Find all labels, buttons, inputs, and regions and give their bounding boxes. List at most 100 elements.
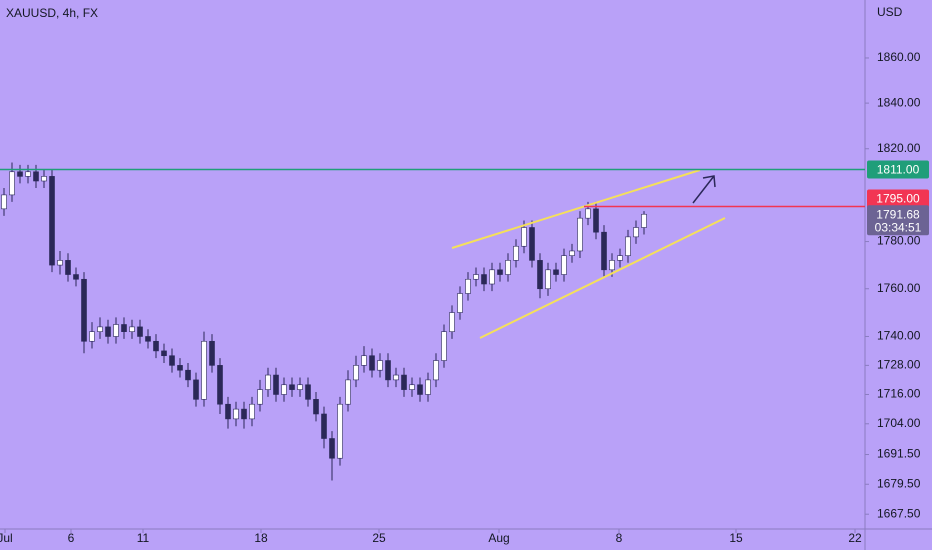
y-tick-label: 1704.00 (877, 416, 921, 430)
x-tick-label: 25 (372, 531, 386, 545)
candle-body (433, 360, 439, 381)
candle-body (449, 312, 455, 332)
candle-body (417, 384, 423, 395)
y-tick-label: 1728.00 (877, 358, 921, 372)
candle-body (601, 231, 607, 271)
symbol-title: XAUUSD, 4h, FX (6, 6, 98, 20)
candle-body (609, 260, 615, 271)
candle-body (497, 269, 503, 275)
candle-body (217, 365, 223, 405)
price-level-label: 1795.00 (876, 192, 920, 206)
candle-body (473, 274, 479, 280)
candle-body (193, 379, 199, 400)
y-tick-label: 1679.50 (877, 476, 921, 490)
candle-body (377, 360, 383, 371)
candle-body (641, 213, 647, 228)
candle-body (409, 384, 415, 390)
candle-body (425, 379, 431, 395)
candle-body (521, 227, 527, 247)
candle-body (73, 274, 79, 280)
candle-body (265, 374, 271, 390)
x-tick-label: Aug (488, 531, 509, 545)
x-tick-label: 18 (254, 531, 268, 545)
candle-body (561, 255, 567, 275)
candle-body (153, 340, 159, 352)
candle-body (577, 217, 583, 252)
candle-body (585, 208, 591, 219)
candle-body (201, 340, 207, 400)
candle-body (137, 326, 143, 337)
candle-body (17, 171, 23, 177)
candle-body (617, 255, 623, 261)
candle-body (553, 269, 559, 275)
candle-body (329, 438, 335, 459)
candle-body (593, 208, 599, 233)
candle-body (353, 365, 359, 381)
candle-body (393, 374, 399, 381)
price-level-tag (867, 160, 929, 179)
candle-body (97, 326, 103, 332)
price-level-label: 1811.00 (877, 163, 920, 177)
candle-body (113, 324, 119, 337)
candle-body (233, 408, 239, 420)
candle-body (225, 403, 231, 420)
candle-body (161, 350, 167, 357)
y-tick-label: 1667.50 (877, 506, 921, 520)
candle-body (257, 389, 263, 405)
candle-body (57, 260, 63, 266)
y-tick-label: 1740.00 (877, 329, 921, 343)
last-price-label: 1791.68 (876, 207, 920, 221)
countdown-label: 03:34:51 (875, 220, 922, 234)
candle-body (345, 379, 351, 405)
trend-line-lower (479, 217, 726, 339)
x-tick-label: 8 (616, 531, 623, 545)
x-tick-label: 11 (137, 531, 150, 545)
last-price-tag (867, 205, 929, 236)
candle-body (369, 355, 375, 371)
candle-body (49, 176, 55, 266)
candle-body (273, 374, 279, 395)
candle-body (625, 236, 631, 256)
candle-body (401, 374, 407, 390)
candle-body (289, 384, 295, 390)
candle-body (281, 384, 287, 395)
candle-body (121, 324, 127, 332)
candle-body (481, 274, 487, 285)
candle-body (177, 365, 183, 371)
candle-body (545, 269, 551, 290)
candle-body (441, 331, 447, 361)
trend-line-upper (451, 169, 701, 249)
candle-body (89, 331, 95, 342)
candle-body (465, 278, 471, 294)
candle-body (241, 408, 247, 420)
y-tick-label: 1860.00 (877, 50, 921, 64)
x-tick-label: 15 (729, 531, 743, 545)
candle-body (537, 260, 543, 290)
candle-body (529, 227, 535, 261)
candle-body (569, 250, 575, 256)
candle-body (313, 399, 319, 415)
candle-body (9, 171, 15, 196)
x-tick-label: 6 (68, 531, 75, 545)
y-tick-label: 1691.50 (877, 447, 921, 461)
y-tick-label: 1760.00 (877, 281, 921, 295)
candle-body (305, 384, 311, 400)
candle-body (457, 293, 463, 313)
candle-body (65, 260, 71, 275)
candle-body (41, 176, 47, 182)
candle-body (297, 384, 303, 390)
candle-body (321, 413, 327, 439)
candle-body (633, 227, 639, 238)
arrow (692, 175, 716, 204)
candle-body (361, 355, 367, 366)
y-unit: USD (877, 5, 903, 19)
candle-body (169, 355, 175, 366)
y-tick-label: 1780.00 (877, 234, 921, 248)
candle-body (185, 369, 191, 381)
candle-body (337, 403, 343, 459)
candle-body (105, 326, 111, 337)
candle-body (25, 171, 31, 177)
candle-body (33, 171, 39, 182)
